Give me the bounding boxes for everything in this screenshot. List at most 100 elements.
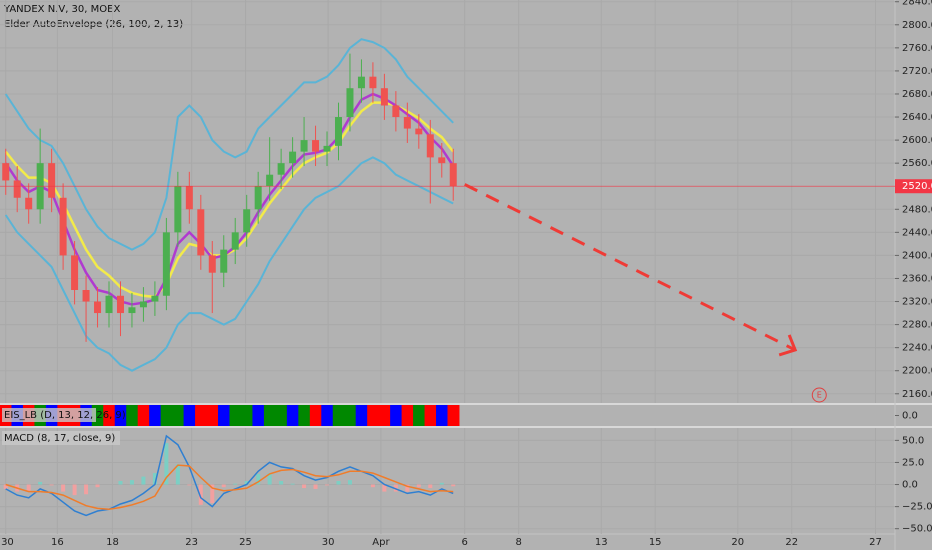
color-bar xyxy=(309,405,322,426)
color-bar xyxy=(114,405,127,426)
histogram-bar xyxy=(439,482,444,485)
x-tick-label: 6 xyxy=(462,537,468,548)
color-bar xyxy=(149,405,162,426)
color-bar xyxy=(206,405,219,426)
candle-body xyxy=(380,88,388,106)
candle-body xyxy=(300,140,308,152)
candle-body xyxy=(312,140,320,152)
histogram-bar xyxy=(267,473,272,485)
histogram-bar xyxy=(95,484,100,488)
histogram-bar xyxy=(279,481,284,485)
y-tick-label: 2280.0 xyxy=(902,320,932,331)
histogram-bar xyxy=(72,484,77,496)
y-tick-label: 2600.0 xyxy=(902,135,932,146)
candle-body xyxy=(403,117,411,129)
candle-body xyxy=(128,307,136,314)
candle-body xyxy=(13,180,21,198)
candle-body xyxy=(266,174,274,187)
indicator-line xyxy=(4,38,454,251)
color-bar xyxy=(126,405,139,426)
histogram-bar xyxy=(38,481,43,485)
color-bar xyxy=(252,405,265,426)
x-tick-label: 16 xyxy=(51,537,64,548)
x-tick-label: 25 xyxy=(239,537,252,548)
histogram-bar xyxy=(221,484,226,488)
color-bar xyxy=(286,405,299,426)
histogram-bar xyxy=(175,464,180,485)
x-tick-label: 27 xyxy=(869,537,882,548)
candle-body xyxy=(25,197,33,210)
x-tick-label: 20 xyxy=(731,537,744,548)
histogram-bar xyxy=(256,473,261,485)
color-bar xyxy=(321,405,334,426)
candle-body xyxy=(151,295,159,302)
indicator-line xyxy=(4,156,454,372)
x-tick-label: 18 xyxy=(106,537,119,548)
histogram-bar xyxy=(26,484,31,491)
candle-body xyxy=(426,134,434,158)
histogram-bar xyxy=(451,484,456,487)
macd-line xyxy=(5,434,454,517)
color-bar xyxy=(390,405,403,426)
candle-body xyxy=(346,88,354,118)
color-bar xyxy=(263,405,276,426)
color-bar xyxy=(401,405,414,426)
x-tick-label: 13 xyxy=(595,537,608,548)
x-tick-label: :30 xyxy=(0,537,14,548)
y-tick-label: 2760.0 xyxy=(902,43,932,54)
candle-body xyxy=(116,295,124,314)
candle-body xyxy=(220,249,228,273)
x-tick-label: 15 xyxy=(649,537,662,548)
y-tick-label: 2480.0 xyxy=(902,204,932,215)
last-price-box xyxy=(895,179,932,194)
pane-separator xyxy=(0,426,932,428)
candle-body xyxy=(357,76,365,89)
histogram-bar xyxy=(428,484,433,489)
candle-body xyxy=(185,186,193,210)
candle-body xyxy=(254,186,262,210)
histogram-bar xyxy=(382,484,387,492)
x-tick-label: 23 xyxy=(185,537,198,548)
histogram-bar xyxy=(61,484,66,492)
event-marker xyxy=(811,387,827,403)
candle-body xyxy=(139,301,147,308)
color-bar xyxy=(275,405,288,426)
x-tick-label: 22 xyxy=(785,537,798,548)
candle-body xyxy=(438,157,446,164)
candle-body xyxy=(94,301,102,314)
candle-body xyxy=(277,163,285,175)
y-tick-label: 2240.0 xyxy=(902,343,932,354)
color-bar xyxy=(91,405,104,426)
chart-title: YANDEX N.V, 30, MOEX xyxy=(3,4,120,15)
color-bar xyxy=(378,405,391,426)
candle-body xyxy=(289,151,297,164)
color-bar xyxy=(195,405,208,426)
candle-body xyxy=(162,232,170,296)
color-bar xyxy=(447,405,460,426)
y-tick-label: 2400.0 xyxy=(902,250,932,261)
color-bar xyxy=(160,405,173,426)
candle-body xyxy=(82,289,90,302)
candle-body xyxy=(59,197,67,256)
color-bar xyxy=(355,405,368,426)
histogram-bar xyxy=(118,481,123,485)
candle-body xyxy=(334,117,342,146)
histogram-bar xyxy=(3,484,8,489)
color-bar xyxy=(424,405,437,426)
pane-separator xyxy=(0,403,932,405)
candle-body xyxy=(174,186,182,233)
histogram-bar xyxy=(313,484,318,489)
x-tick-label: 30 xyxy=(322,537,335,548)
y-tick-label: 25.0 xyxy=(902,457,924,468)
color-bar xyxy=(229,405,242,426)
histogram-bar xyxy=(370,484,375,488)
candle-body xyxy=(415,128,423,135)
histogram-bar xyxy=(210,484,215,504)
color-bar xyxy=(344,405,357,426)
candle-body xyxy=(369,76,377,89)
forecast-line xyxy=(464,183,796,352)
y-tick-label: 2200.0 xyxy=(902,366,932,377)
y-tick-label: 2640.0 xyxy=(902,112,932,123)
histogram-bar xyxy=(141,476,146,485)
